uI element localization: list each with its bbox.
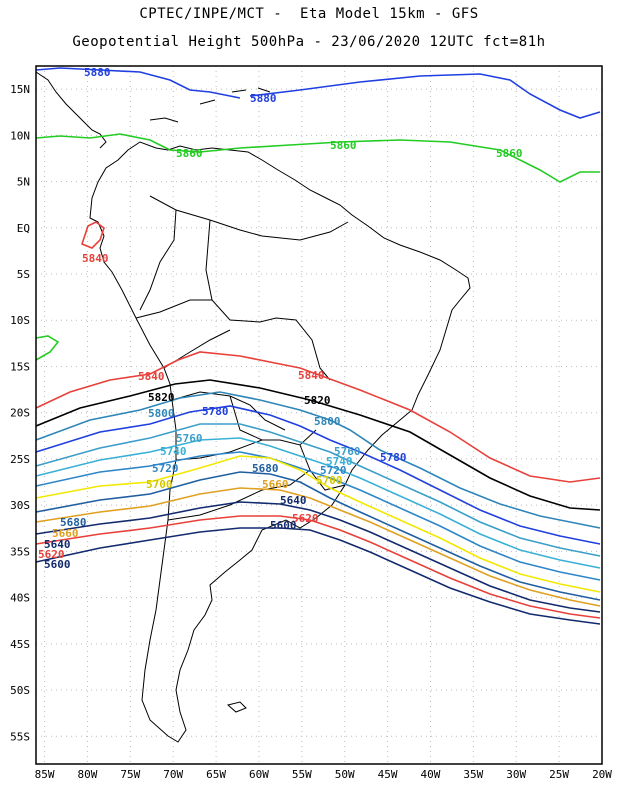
label-5880-a: 5880 xyxy=(84,66,111,79)
label-5800-a: 5800 xyxy=(148,407,175,420)
caribbean-islands xyxy=(149,87,271,123)
contour-5760 xyxy=(35,423,601,557)
label-5840-c: 5840 xyxy=(298,369,325,382)
contour-5840 xyxy=(35,351,601,483)
contour-5620 xyxy=(35,515,601,619)
label-5860-c: 5860 xyxy=(496,147,523,160)
contour-5740 xyxy=(35,437,601,569)
label-5780-a: 5780 xyxy=(202,405,229,418)
lat-tick-label: 30S xyxy=(10,499,30,512)
contour-5840-andes xyxy=(81,221,105,249)
contour-5860-west xyxy=(35,335,60,361)
lon-tick-label: 30W xyxy=(506,768,526,781)
label-5780-b: 5780 xyxy=(380,451,407,464)
lon-tick-label: 50W xyxy=(335,768,355,781)
geopotential-contours xyxy=(35,67,601,625)
label-5660-b: 5660 xyxy=(262,478,289,491)
label-5880-b: 5880 xyxy=(250,92,277,105)
lat-tick-label: 55S xyxy=(10,730,30,743)
lat-tick-label: 10S xyxy=(10,314,30,327)
coastlines-and-borders xyxy=(35,71,471,743)
south-america-coastline xyxy=(89,141,471,743)
lat-tick-label: 5N xyxy=(17,176,30,189)
label-5620-a: 5620 xyxy=(38,548,65,561)
contour-labels: 5880 5880 5860 5860 5860 5840 5840 5840 … xyxy=(38,66,523,571)
lat-tick-label: EQ xyxy=(17,222,30,235)
label-5740-b: 5740 xyxy=(326,455,353,468)
label-5680-a: 5680 xyxy=(60,516,87,529)
contour-5600 xyxy=(35,527,601,625)
label-5820-a: 5820 xyxy=(148,391,175,404)
label-5840-b: 5840 xyxy=(138,370,165,383)
lon-tick-label: 65W xyxy=(206,768,226,781)
label-5760-a: 5760 xyxy=(176,432,203,445)
lon-tick-label: 35W xyxy=(463,768,483,781)
lat-tick-label: 50S xyxy=(10,684,30,697)
lon-tick-label: 45W xyxy=(378,768,398,781)
central-america-coastline xyxy=(35,71,107,149)
label-5840-a: 5840 xyxy=(82,252,109,265)
lon-tick-label: 40W xyxy=(421,768,441,781)
latitude-labels: 15N 10N 5N EQ 5S 10S 15S 20S 25S 30S 35S 40S 45S 50S 5… xyxy=(10,83,30,743)
lat-tick-label: 15S xyxy=(10,360,30,373)
lon-tick-label: 55W xyxy=(292,768,312,781)
contour-5820 xyxy=(35,379,601,511)
label-5640-b: 5640 xyxy=(280,494,307,507)
contour-5880-north xyxy=(35,67,601,119)
label-5640-a: 5640 xyxy=(44,538,71,551)
lon-tick-label: 75W xyxy=(120,768,140,781)
label-5740-a: 5740 xyxy=(160,445,187,458)
chart-title-line-1: CPTEC/INPE/MCT - Eta Model 15km - GFS xyxy=(139,6,479,22)
label-5760-b: 5760 xyxy=(334,445,361,458)
label-5600-a: 5600 xyxy=(44,558,71,571)
falkland-islands xyxy=(226,701,247,713)
contour-5640 xyxy=(35,501,601,613)
label-5620-b: 5620 xyxy=(292,512,319,525)
contour-5800 xyxy=(35,391,601,529)
lat-tick-label: 45S xyxy=(10,638,30,651)
contour-5700 xyxy=(35,455,601,593)
contour-5860 xyxy=(35,133,600,183)
label-5700-b: 5700 xyxy=(316,474,343,487)
lat-tick-label: 20S xyxy=(10,407,30,420)
label-5680-b: 5680 xyxy=(252,462,279,475)
contour-5780 xyxy=(35,405,601,545)
contour-5680 xyxy=(35,471,601,601)
label-5720-a: 5720 xyxy=(152,462,179,475)
lon-tick-label: 60W xyxy=(249,768,269,781)
lat-tick-label: 10N xyxy=(10,129,30,142)
lon-tick-label: 20W xyxy=(592,768,612,781)
lat-tick-label: 5S xyxy=(17,268,30,281)
label-5600-b: 5600 xyxy=(270,519,297,532)
lon-tick-label: 85W xyxy=(35,768,55,781)
lat-tick-label: 40S xyxy=(10,592,30,605)
lat-tick-label: 35S xyxy=(10,545,30,558)
lat-tick-label: 15N xyxy=(10,83,30,96)
contour-5720 xyxy=(35,451,601,581)
label-5860-a: 5860 xyxy=(176,147,203,160)
label-5720-b: 5720 xyxy=(320,464,347,477)
contour-5660 xyxy=(35,487,601,607)
lon-tick-label: 80W xyxy=(78,768,98,781)
map-frame xyxy=(35,65,603,765)
lon-tick-label: 25W xyxy=(549,768,569,781)
label-5660-a: 5660 xyxy=(52,527,79,540)
label-5800-b: 5800 xyxy=(314,415,341,428)
lon-tick-label: 70W xyxy=(163,768,183,781)
longitude-labels: 85W 80W 75W 70W 65W 60W 55W 50W 45W 40W 35W 30W 25W 2… xyxy=(35,768,613,781)
lat-tick-label: 25S xyxy=(10,453,30,466)
label-5820-b: 5820 xyxy=(304,394,331,407)
label-5700-a: 5700 xyxy=(146,478,173,491)
chart-title-line-2: Geopotential Height 500hPa - 23/06/2020 … xyxy=(72,34,546,50)
label-5860-b: 5860 xyxy=(330,139,357,152)
